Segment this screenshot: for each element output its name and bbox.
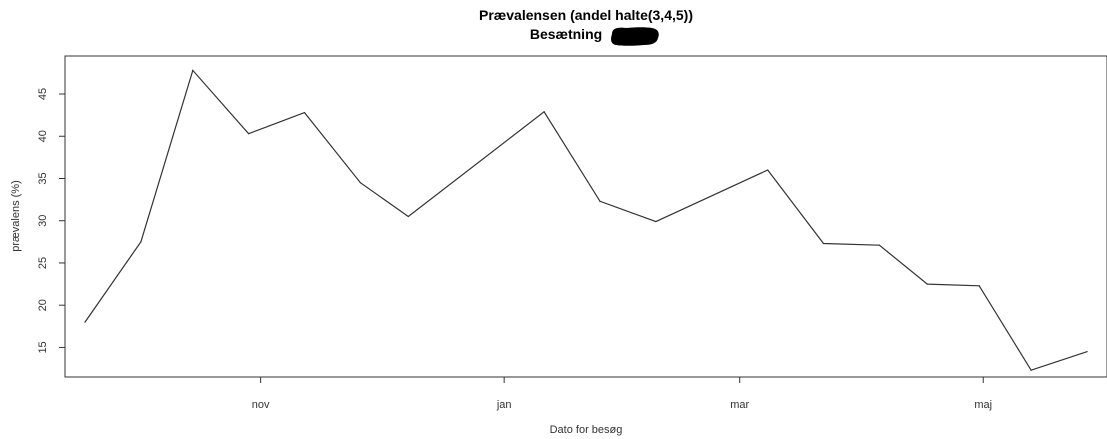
x-axis-title: Dato for besøg — [550, 424, 623, 436]
data-point — [359, 182, 362, 184]
data-point — [767, 169, 769, 171]
data-point — [543, 111, 545, 113]
data-point — [1030, 369, 1032, 371]
plot-frame — [64, 55, 1107, 378]
y-tick-label: 40 — [37, 130, 49, 142]
x-tick-label: nov — [252, 399, 270, 411]
y-tick-label: 15 — [37, 341, 49, 353]
data-point — [822, 242, 825, 245]
data-point — [926, 283, 928, 285]
x-tick-label: mar — [730, 399, 749, 411]
chart-subtitle: Besætning — [530, 26, 602, 42]
y-tick-label: 30 — [37, 215, 49, 227]
data-point — [140, 241, 142, 243]
data-point — [84, 321, 86, 323]
data-point — [407, 215, 409, 218]
y-axis-title: prævalens (%) — [10, 180, 22, 252]
y-axis: 15 20 25 30 35 40 45 — [37, 88, 66, 354]
x-tick-label: maj — [974, 399, 992, 411]
data-point — [248, 133, 250, 135]
data-point — [1086, 351, 1088, 353]
series-group — [84, 69, 1088, 371]
x-tick-label: jan — [496, 399, 512, 411]
data-point — [599, 200, 601, 202]
data-point — [878, 244, 881, 246]
y-tick-label: 20 — [37, 299, 49, 311]
data-point — [303, 111, 306, 114]
y-tick-label: 25 — [37, 257, 49, 269]
x-axis: nov jan mar maj — [252, 376, 992, 411]
data-point — [655, 220, 657, 223]
data-point — [978, 285, 980, 287]
y-tick-label: 35 — [37, 172, 49, 184]
chart-title: Prævalensen (andel halte(3,4,5)) — [479, 7, 693, 23]
redaction-mark — [611, 27, 659, 46]
y-tick-label: 45 — [37, 88, 49, 100]
series-line — [84, 69, 1088, 371]
data-point — [192, 69, 194, 71]
